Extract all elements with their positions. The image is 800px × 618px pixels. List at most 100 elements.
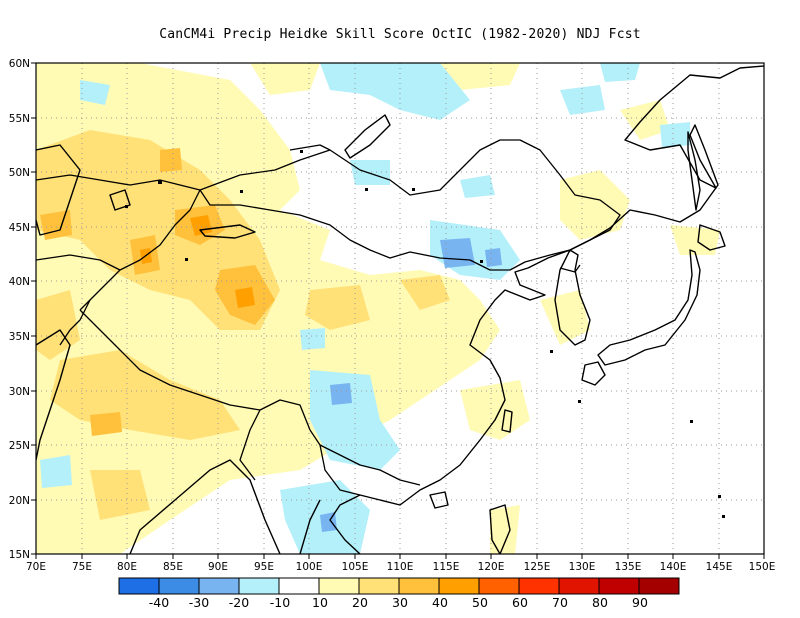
colorbar-swatch: [638, 577, 680, 595]
lon-tick-label: 135E: [615, 561, 642, 573]
colorbar-label: 50: [472, 595, 488, 610]
colorbar-swatch: [478, 577, 520, 595]
lon-tick-label: 140E: [660, 561, 687, 573]
colorbar-swatch: [438, 577, 480, 595]
lat-tick-label: 25N: [9, 440, 30, 452]
colorbar-label: -20: [229, 595, 249, 610]
colorbar-label: 10: [312, 595, 328, 610]
lon-tick-label: 110E: [387, 561, 414, 573]
region-light-yellow: [250, 63, 320, 95]
lat-tick-label: 35N: [9, 331, 30, 343]
coastline-bay-of-bengal: [129, 459, 281, 554]
region-light-yellow: [460, 380, 530, 440]
border-china-north: [199, 139, 621, 271]
colorbar-label: -10: [270, 595, 290, 610]
border-india-south: [59, 299, 91, 346]
region-light-blue: [460, 175, 495, 198]
colorbar-swatch: [558, 577, 600, 595]
coastline-hokkaido: [697, 224, 726, 251]
coastline-japan-honshu: [597, 249, 701, 366]
lon-tick-label: 70E: [26, 561, 46, 573]
coastline-sakhalin: [687, 131, 701, 211]
lon-tick-marks: [35, 554, 765, 559]
skill-shading: [36, 63, 720, 554]
colorbar-label: 80: [592, 595, 608, 610]
lon-tick-label: 130E: [569, 561, 596, 573]
lon-tick-label: 145E: [706, 561, 733, 573]
colorbar-swatch: [278, 577, 320, 595]
region-blue: [485, 248, 502, 267]
lat-tick-labels: 15N 20N 25N 30N 35N 40N 45N 50N 55N 60N: [9, 58, 30, 561]
colorbar-swatch: [198, 577, 240, 595]
colorbar-label: 90: [632, 595, 648, 610]
colorbar-label: -30: [189, 595, 209, 610]
colorbar-swatch: [518, 577, 560, 595]
region-orange: [90, 412, 122, 436]
colorbar-label: 20: [352, 595, 368, 610]
colorbar-label: 40: [432, 595, 448, 610]
border-himalaya: [79, 309, 311, 431]
lon-tick-label: 115E: [433, 561, 460, 573]
colorbar-swatch: [238, 577, 280, 595]
lat-tick-label: 30N: [9, 386, 30, 398]
region-dark-orange: [235, 287, 255, 308]
lat-tick-label: 55N: [9, 113, 30, 125]
border-china-west: [79, 189, 201, 311]
region-light-yellow: [440, 63, 520, 90]
region-light-blue: [40, 455, 72, 488]
lat-tick-label: 20N: [9, 495, 30, 507]
coastline-caspian: [36, 144, 81, 236]
region-yellow: [305, 285, 370, 330]
colorbar: -40 -30 -20 -10 10 20 30 40 50 60 70 80 …: [118, 577, 680, 610]
border-central-asia: [36, 254, 121, 271]
chart-title: CanCM4i Precip Heidke Skill Score OctIC …: [159, 27, 641, 42]
region-light-blue: [350, 160, 390, 185]
coastline-korea: [554, 249, 591, 346]
coastline-indochina: [299, 499, 321, 554]
border-kazakh: [36, 174, 201, 191]
region-blue: [440, 238, 475, 268]
region-yellow: [90, 470, 150, 520]
coastline-india-west: [36, 329, 71, 461]
colorbar-label: 30: [392, 595, 408, 610]
lon-tick-label: 105E: [342, 561, 369, 573]
region-light-blue: [560, 85, 605, 115]
coastline-philippines: [489, 504, 511, 554]
coastline-baikal: [344, 114, 391, 159]
region-orange: [40, 210, 72, 240]
region-light-yellow: [490, 505, 520, 554]
region-light-yellow: [540, 290, 590, 345]
lat-tick-label: 40N: [9, 276, 30, 288]
lon-tick-label: 150E: [749, 561, 776, 573]
region-light-yellow: [620, 100, 670, 140]
lat-tick-label: 15N: [9, 549, 30, 561]
coastline-east-asia: [329, 65, 764, 554]
lon-tick-label: 75E: [72, 561, 92, 573]
region-yellow: [400, 275, 450, 310]
lon-tick-label: 95E: [254, 561, 274, 573]
lat-tick-marks: [31, 62, 36, 555]
region-light-blue: [300, 328, 325, 350]
coastlines: [36, 65, 764, 554]
small-features: [125, 150, 725, 518]
coastline-balkhash: [199, 224, 256, 239]
colorbar-swatch: [598, 577, 640, 595]
region-light-blue: [80, 80, 110, 105]
colorbar-swatch: [158, 577, 200, 595]
lat-tick-label: 50N: [9, 167, 30, 179]
region-blue: [320, 512, 337, 532]
region-light-blue: [600, 63, 640, 82]
region-orange: [160, 148, 182, 172]
border-north-korea: [559, 264, 581, 273]
lon-tick-label: 80E: [117, 561, 137, 573]
colorbar-label: 70: [552, 595, 568, 610]
colorbar-swatch: [358, 577, 400, 595]
border-russia-mongolia: [289, 144, 331, 151]
lon-tick-label: 90E: [208, 561, 228, 573]
coastline-aral: [109, 189, 131, 211]
coastline-hainan: [429, 491, 449, 509]
lon-tick-label: 85E: [163, 561, 183, 573]
country-borders: [36, 139, 621, 496]
region-light-blue: [660, 122, 690, 148]
